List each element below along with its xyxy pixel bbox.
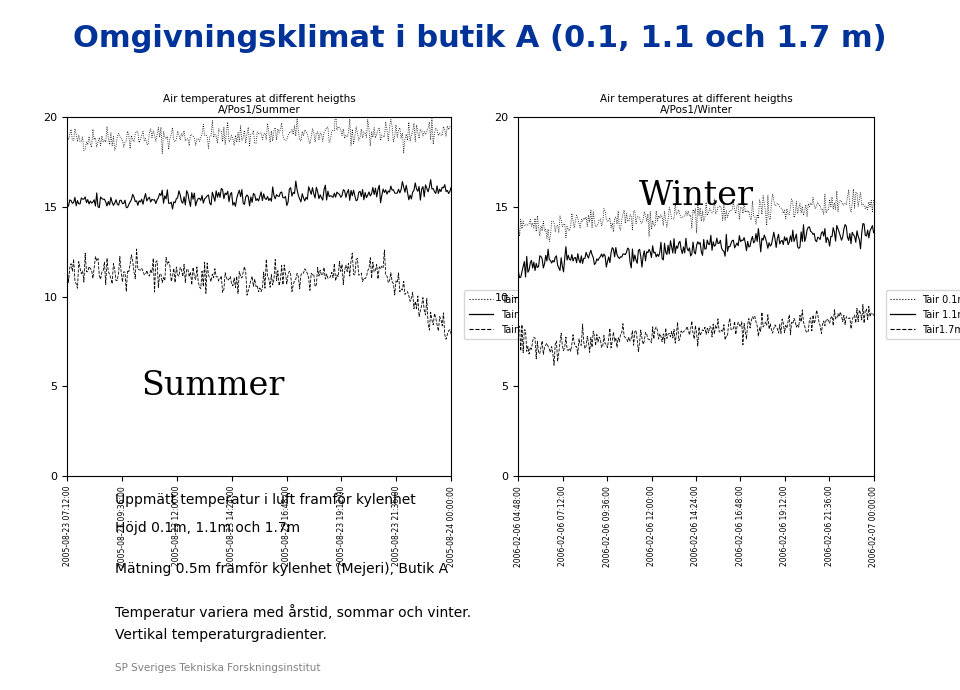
Title: Air temperatures at different heigths
A/Pos1/Summer: Air temperatures at different heigths A/… bbox=[163, 94, 355, 115]
Legend: Tair 0.1m, Tair 1.1m, Tair1.7m: Tair 0.1m, Tair 1.1m, Tair1.7m bbox=[464, 290, 550, 339]
Text: Omgivningsklimat i butik A (0.1, 1.1 och 1.7 m): Omgivningsklimat i butik A (0.1, 1.1 och… bbox=[73, 24, 887, 53]
Text: Höjd 0.1m, 1.1m och 1.7m: Höjd 0.1m, 1.1m och 1.7m bbox=[115, 521, 300, 535]
Text: Temperatur variera med årstid, sommar och vinter.: Temperatur variera med årstid, sommar oc… bbox=[115, 604, 471, 620]
Title: Air temperatures at different heigths
A/Pos1/Winter: Air temperatures at different heigths A/… bbox=[600, 94, 792, 115]
Text: Winter: Winter bbox=[638, 180, 754, 213]
Text: SP: SP bbox=[68, 658, 90, 673]
Text: Uppmätt temperatur i luft framför kylenhet: Uppmätt temperatur i luft framför kylenh… bbox=[115, 493, 416, 507]
Text: Mätning 0.5m framför kylenhet (Mejeri), Butik A: Mätning 0.5m framför kylenhet (Mejeri), … bbox=[115, 562, 448, 576]
Text: SP Sveriges Tekniska Forskningsinstitut: SP Sveriges Tekniska Forskningsinstitut bbox=[115, 663, 321, 673]
Text: Summer: Summer bbox=[141, 371, 285, 402]
Legend: Tair 0.1m, Tair 1.1m, Tair1.7m: Tair 0.1m, Tair 1.1m, Tair1.7m bbox=[885, 290, 960, 339]
Text: ♚: ♚ bbox=[74, 633, 84, 646]
Text: Vertikal temperaturgradienter.: Vertikal temperaturgradienter. bbox=[115, 628, 327, 642]
